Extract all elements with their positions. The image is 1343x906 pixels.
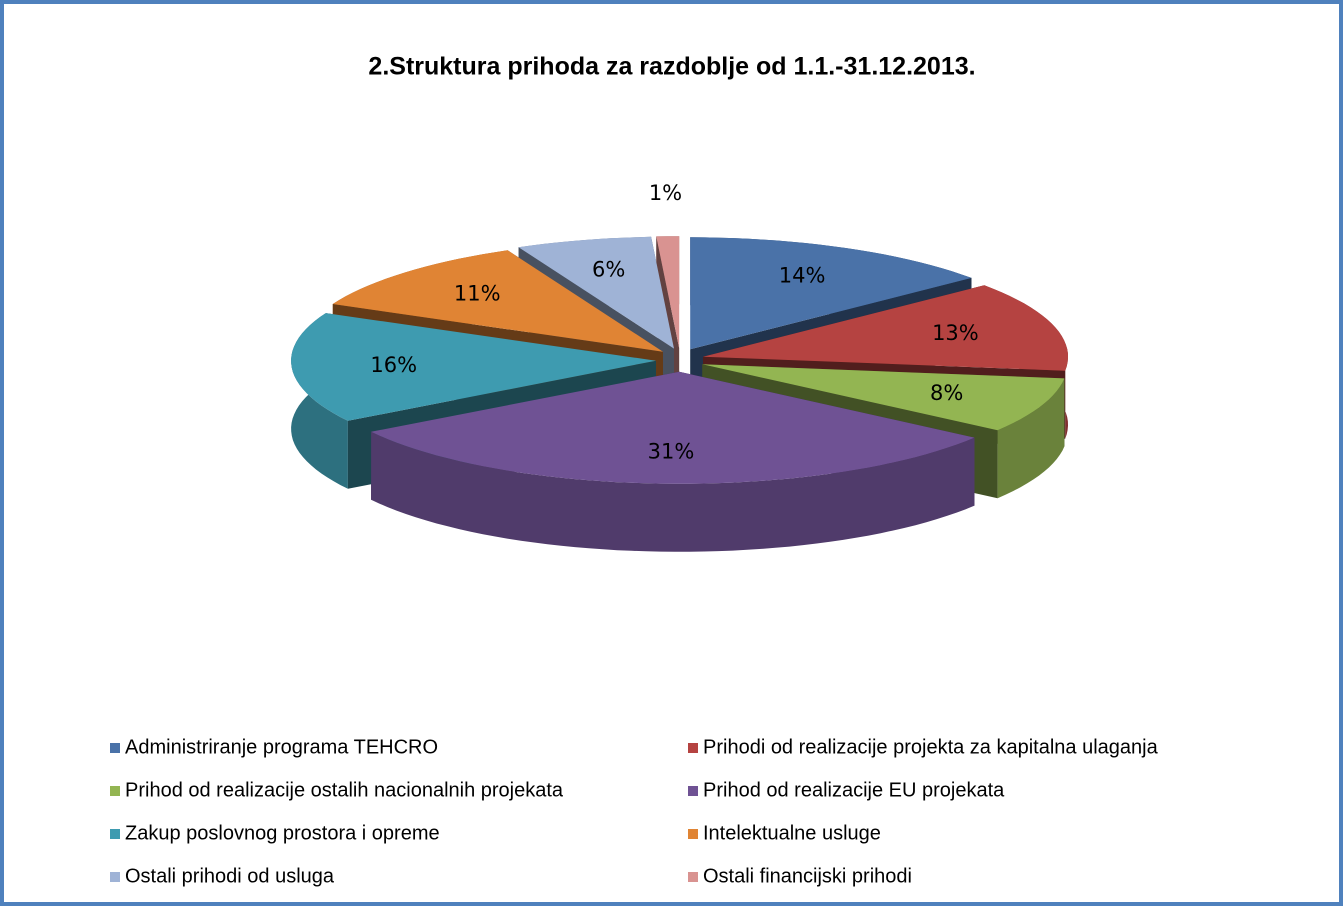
data-label: 1% <box>649 181 682 205</box>
data-label: 8% <box>930 381 963 405</box>
legend-label: Zakup poslovnog prostora i opreme <box>125 822 440 844</box>
legend-swatch <box>110 743 120 753</box>
legend-label: Ostali financijski prihodi <box>703 865 912 887</box>
data-label: 13% <box>932 321 979 345</box>
data-label: 11% <box>454 282 501 306</box>
legend-swatch <box>110 872 120 882</box>
legend-swatch <box>110 786 120 796</box>
slice-side <box>371 431 975 552</box>
slice <box>703 285 1068 371</box>
slice <box>291 313 656 421</box>
slice <box>690 237 972 350</box>
legend-swatch <box>688 743 698 753</box>
legend-swatch <box>688 872 698 882</box>
slice <box>371 371 975 484</box>
legend-label: Prihodi od realizacije projekta za kapit… <box>703 736 1159 758</box>
chart-title: 2.Struktura prihoda za razdoblje od 1.1.… <box>368 53 975 81</box>
slice <box>702 364 1065 431</box>
legend-swatch <box>110 829 120 839</box>
data-label: 31% <box>648 439 695 463</box>
data-label: 16% <box>370 353 417 377</box>
data-label: 6% <box>592 257 625 281</box>
legend-swatch <box>688 829 698 839</box>
slice <box>656 236 680 349</box>
slice <box>332 250 663 352</box>
legend-label: Prihod od realizacije EU projekata <box>703 779 1005 801</box>
slice-side <box>997 378 1065 499</box>
legend-label: Prihod od realizacije ostalih nacionalni… <box>125 779 564 801</box>
legend-label: Ostali prihodi od usluga <box>125 865 335 887</box>
legend-label: Intelektualne usluge <box>703 822 881 844</box>
slice <box>518 236 674 349</box>
data-label: 14% <box>779 263 826 287</box>
legend-label: Administriranje programa TEHCRO <box>125 736 438 758</box>
legend-swatch <box>688 786 698 796</box>
